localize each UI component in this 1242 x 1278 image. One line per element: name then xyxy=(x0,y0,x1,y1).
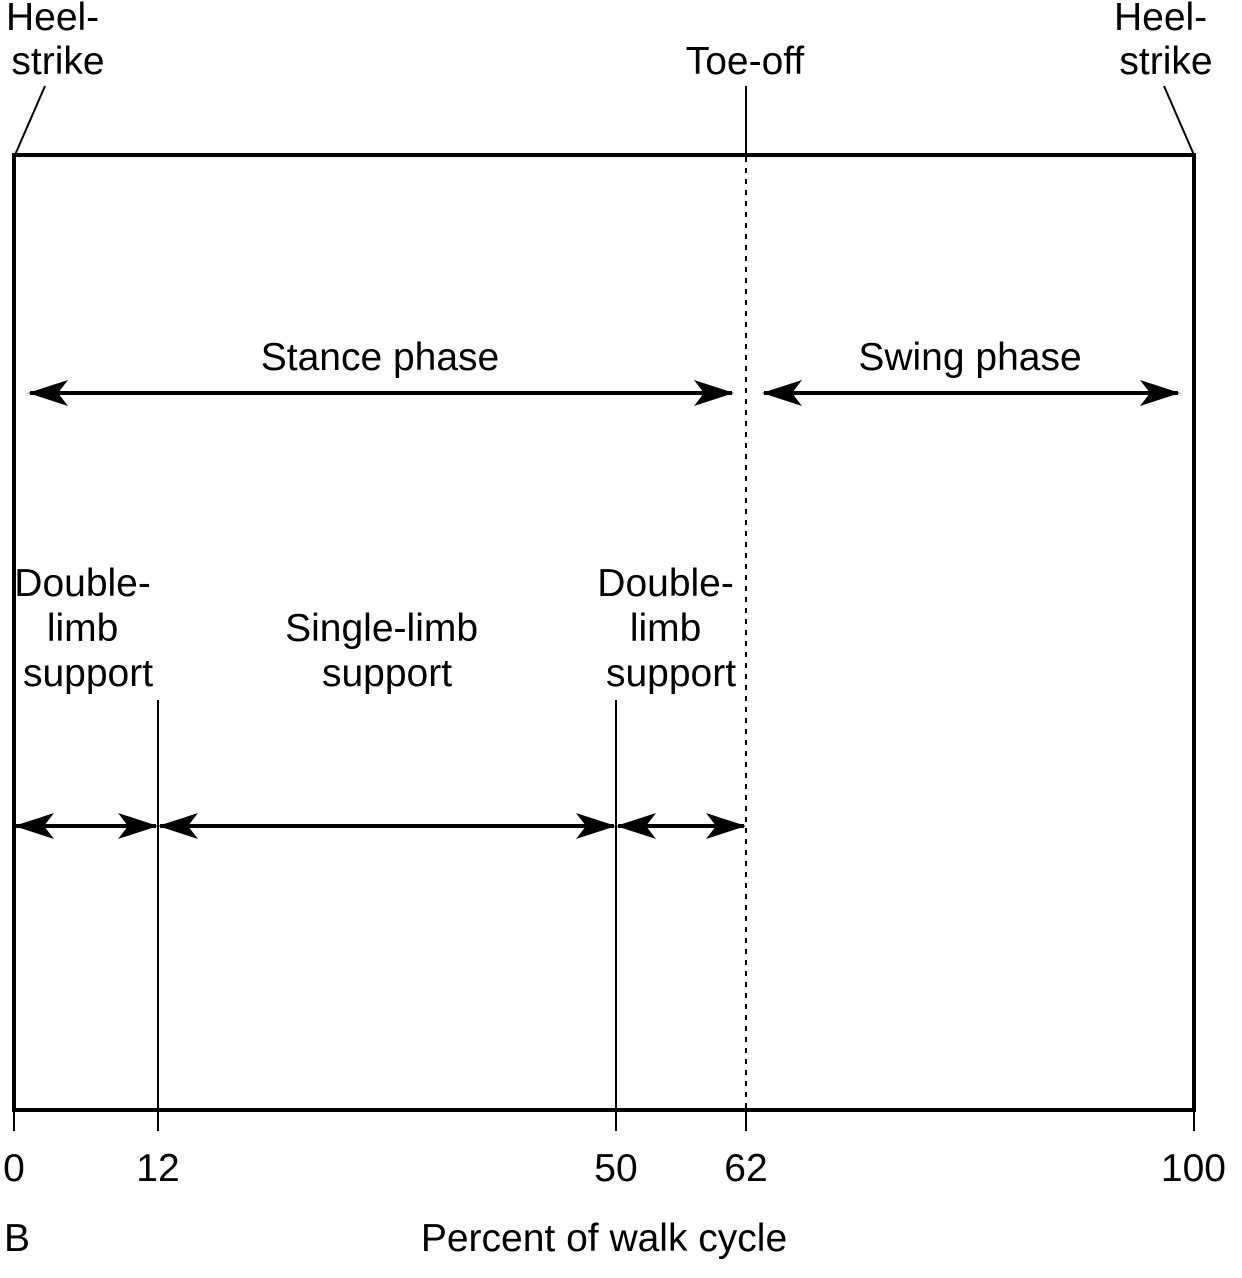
heel-strike-left-label: Heel- strike xyxy=(6,0,110,83)
toe-off-label: Toe-off xyxy=(686,40,805,83)
heel-strike-left-leader xyxy=(14,85,46,156)
single-limb-support-label: Single-limb support xyxy=(285,607,489,695)
axis-tick-label-12: 12 xyxy=(136,1147,179,1190)
walk-cycle-frame xyxy=(12,153,1196,1112)
panel-label: B xyxy=(4,1217,30,1260)
axis-tick-label-62: 62 xyxy=(724,1147,767,1190)
swing-phase-label: Swing phase xyxy=(858,336,1081,379)
stance-phase-label: Stance phase xyxy=(261,336,500,379)
axis-title: Percent of walk cycle xyxy=(421,1217,787,1260)
heel-strike-right-leader xyxy=(1163,85,1195,156)
heel-strike-right-label: Heel- strike xyxy=(1114,0,1218,83)
axis-tick-label-50: 50 xyxy=(594,1147,637,1190)
double-limb-support-second-label: Double- limb support xyxy=(597,562,744,695)
double-limb-support-first-label: Double- limb support xyxy=(14,562,161,695)
axis-tick-label-100: 100 xyxy=(1161,1147,1226,1190)
axis-tick-label-0: 0 xyxy=(3,1147,25,1190)
